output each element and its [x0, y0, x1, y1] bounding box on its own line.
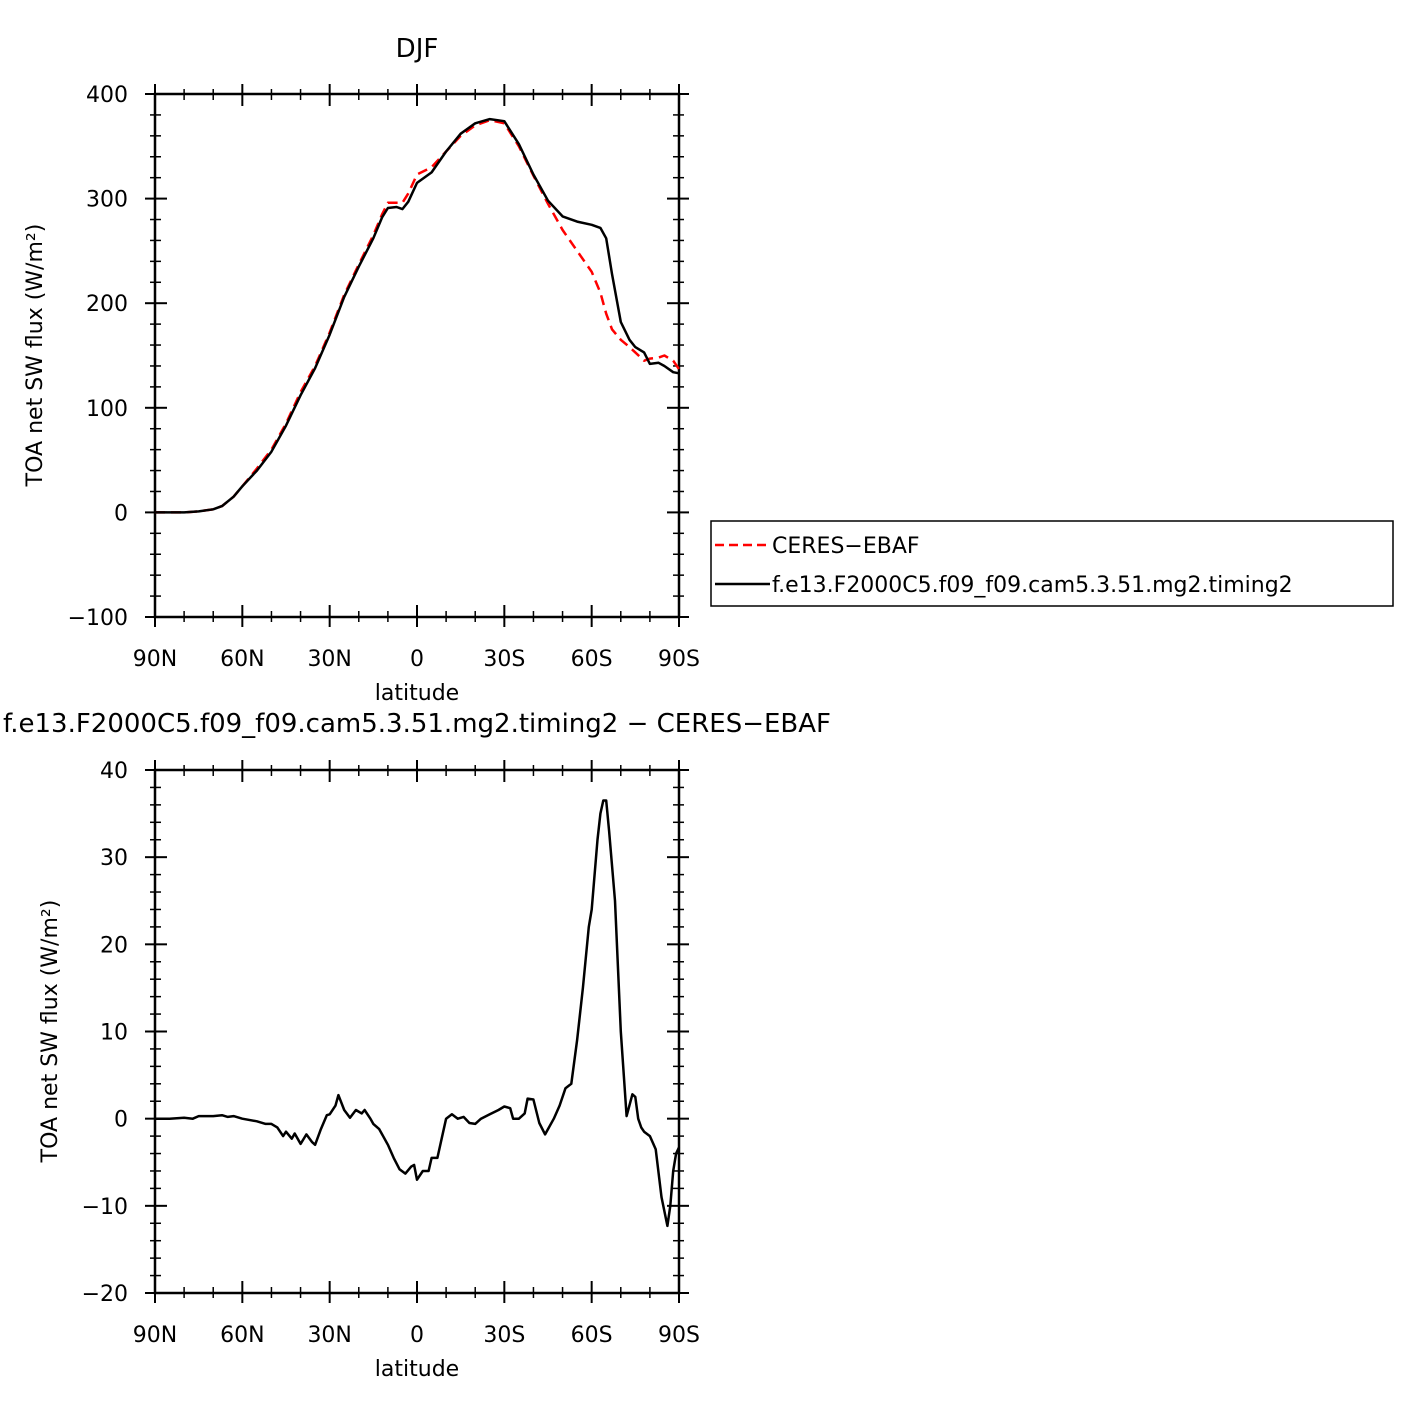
x-tick-label: 0: [410, 1323, 424, 1348]
y-tick-label: 400: [86, 83, 128, 108]
top-y-axis-label: TOA net SW flux (W/m²): [23, 224, 48, 488]
bottom-y-axis-label: TOA net SW flux (W/m²): [38, 900, 63, 1164]
bottom-y-tick-labels: −20 −10 0 10 20 30 40: [82, 759, 128, 1307]
x-tick-label: 0: [410, 647, 424, 672]
y-tick-label: 30: [100, 846, 128, 871]
bottom-plot-frame: [153, 768, 681, 1295]
top-x-tick-labels: 90N 60N 30N 0 30S 60S 90S: [133, 647, 700, 672]
top-x-axis-label: latitude: [375, 681, 459, 706]
x-tick-label: 90S: [658, 1323, 700, 1348]
x-tick-label: 60N: [220, 647, 264, 672]
y-tick-label: 0: [114, 501, 128, 526]
x-tick-label: 60S: [571, 1323, 613, 1348]
x-tick-label: 90N: [133, 1323, 177, 1348]
bottom-series-line-0: [155, 799, 681, 1228]
top-plot-frame: [153, 92, 681, 619]
y-tick-label: −20: [82, 1282, 128, 1307]
legend: CERES−EBAF f.e13.F2000C5.f09_f09.cam5.3.…: [710, 520, 1394, 607]
top-axis-ticks: [145, 84, 689, 627]
legend-label-model: f.e13.F2000C5.f09_f09.cam5.3.51.mg2.timi…: [772, 573, 1293, 598]
bottom-chart-title: f.e13.F2000C5.f09_f09.cam5.3.51.mg2.timi…: [3, 709, 831, 739]
top-series-line-0: [155, 118, 681, 514]
y-tick-label: −100: [68, 606, 128, 631]
top-series-lines: [155, 117, 681, 514]
x-tick-label: 60N: [220, 1323, 264, 1348]
legend-label-ceres: CERES−EBAF: [772, 534, 920, 559]
y-tick-label: 20: [100, 933, 128, 958]
top-y-tick-labels: −100 0 100 200 300 400: [68, 83, 128, 631]
x-tick-label: 30N: [307, 647, 351, 672]
x-tick-label: 90S: [658, 647, 700, 672]
top-chart-title: DJF: [396, 34, 439, 64]
x-tick-label: 30S: [483, 647, 525, 672]
top-series-line-1: [155, 117, 680, 514]
x-tick-label: 30S: [483, 1323, 525, 1348]
bottom-x-tick-labels: 90N 60N 30N 0 30S 60S 90S: [133, 1323, 700, 1348]
bottom-x-axis-label: latitude: [375, 1357, 459, 1382]
y-tick-label: −10: [82, 1195, 128, 1220]
x-tick-label: 90N: [133, 647, 177, 672]
legend-box: [710, 520, 1394, 607]
y-tick-label: 0: [114, 1108, 128, 1133]
bottom-series-lines: [155, 799, 681, 1228]
bottom-axis-ticks: [145, 760, 689, 1303]
x-tick-label: 60S: [571, 647, 613, 672]
x-tick-label: 30N: [307, 1323, 351, 1348]
y-tick-label: 300: [86, 188, 128, 213]
y-tick-label: 10: [100, 1021, 128, 1046]
bottom-panel: f.e13.F2000C5.f09_f09.cam5.3.51.mg2.timi…: [3, 709, 831, 1382]
y-tick-label: 100: [86, 397, 128, 422]
y-tick-label: 200: [86, 292, 128, 317]
y-tick-label: 40: [100, 759, 128, 784]
